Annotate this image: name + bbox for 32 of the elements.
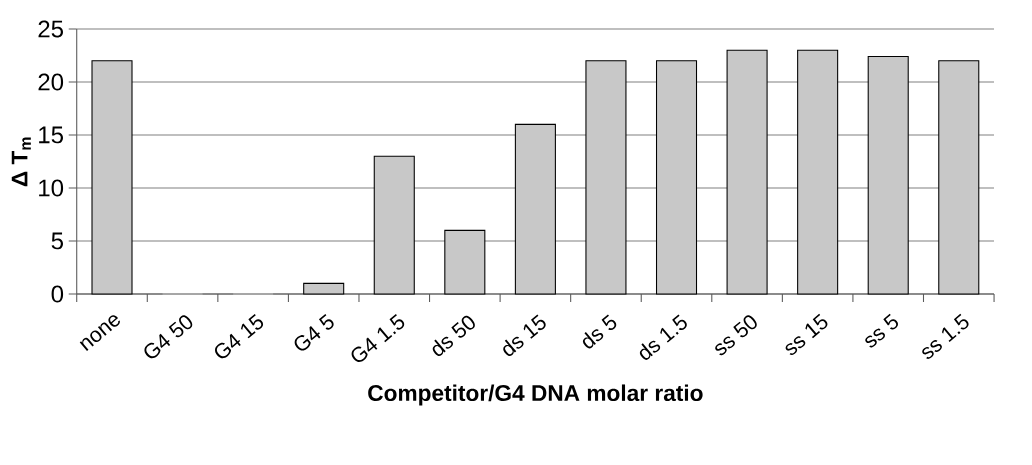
x-axis-title: Competitor/G4 DNA molar ratio [368,384,703,406]
x-tick-label: G4 1.5 [351,314,405,362]
y-tick-label: 10 [39,179,64,197]
bar [91,60,133,295]
bar [938,60,980,295]
x-tick-label: ds 15 [503,314,546,357]
x-tick-label: ds 50 [432,315,475,357]
bar [444,229,486,295]
bar [655,60,698,295]
x-tick-label: ss 5 [865,313,898,348]
bar [585,60,627,295]
bar [303,282,345,295]
x-tick-label: ds 1.5 [639,314,687,360]
y-axis-title: Δ T$_{m}$ [11,137,31,187]
y-tick-label: 15 [39,126,63,144]
y-tick-label: 25 [38,20,63,38]
bar [373,155,415,295]
bar [797,49,839,295]
y-tick-label: 20 [38,73,64,91]
x-tick-label: G4 50 [144,315,193,359]
x-tick-label: ss 50 [715,315,757,356]
y-tick-label: 5 [51,232,63,250]
x-tick-label: G4 5 [294,314,334,351]
bar [867,56,909,295]
bar [726,49,768,295]
x-tick-label: ss 1.5 [922,313,969,359]
x-tick-label: ds 5 [582,314,617,349]
bar [514,123,556,295]
y-tick-label: 0 [51,285,64,303]
x-tick-label: G4 15 [215,314,264,359]
x-tick-label: ss 15 [785,313,828,356]
x-tick-label: none [79,315,120,352]
